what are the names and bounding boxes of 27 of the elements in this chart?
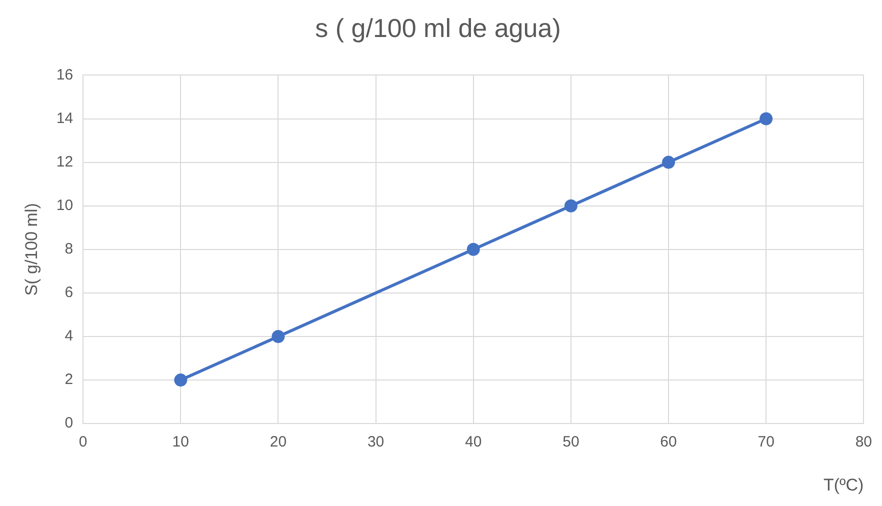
y-tick-label: 10 — [56, 196, 74, 214]
x-tick-label: 50 — [562, 434, 580, 451]
x-axis-title: T(ºC) — [823, 475, 864, 494]
point — [466, 242, 480, 256]
y-tick-label: 6 — [64, 284, 74, 302]
point — [564, 199, 578, 212]
x-tick-label: 0 — [78, 434, 88, 451]
y-tick-label: 14 — [56, 110, 74, 127]
point — [662, 156, 676, 169]
y-tick-label: 16 — [56, 66, 74, 84]
y-tick-label: 12 — [56, 153, 74, 170]
point — [760, 112, 773, 126]
x-tick-label: 70 — [758, 434, 774, 451]
x-tick-label: 40 — [465, 434, 482, 451]
x-tick-label: 10 — [172, 434, 189, 451]
y-axis-title: S( g/100 ml) — [22, 203, 41, 296]
x-tick-label: 20 — [270, 434, 287, 451]
y-tick-label: 0 — [64, 414, 74, 432]
y-tick-label: 4 — [64, 328, 74, 345]
y-tick-label: 2 — [64, 371, 74, 388]
x-tick-label: 30 — [367, 434, 384, 451]
y-tick-label: 8 — [64, 240, 74, 258]
x-tick-label: 80 — [855, 434, 872, 451]
chart-title: s ( g/100 ml de agua) — [315, 12, 561, 43]
point — [174, 374, 188, 387]
point — [272, 330, 285, 343]
x-tick-label: 60 — [660, 434, 677, 451]
